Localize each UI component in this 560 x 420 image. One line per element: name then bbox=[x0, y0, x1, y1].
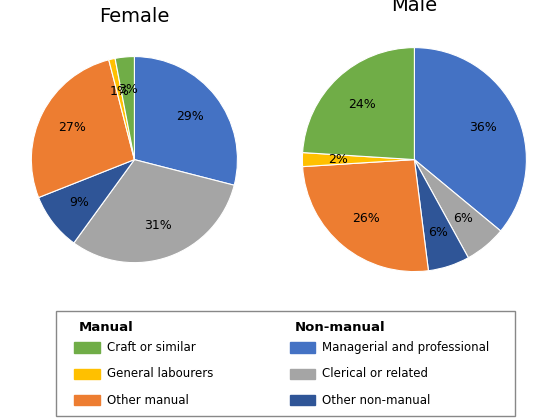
Text: Other manual: Other manual bbox=[106, 394, 188, 407]
Wedge shape bbox=[414, 47, 526, 231]
Bar bbox=[74, 395, 100, 405]
Wedge shape bbox=[302, 47, 414, 160]
Wedge shape bbox=[302, 152, 414, 167]
Text: Manual: Manual bbox=[79, 321, 134, 334]
Title: Male: Male bbox=[391, 0, 437, 15]
Wedge shape bbox=[109, 58, 134, 160]
Text: Non-manual: Non-manual bbox=[295, 321, 385, 334]
Text: 1%: 1% bbox=[109, 85, 129, 98]
Wedge shape bbox=[414, 160, 501, 258]
Title: Female: Female bbox=[99, 8, 170, 26]
Text: 36%: 36% bbox=[469, 121, 497, 134]
Text: 3%: 3% bbox=[118, 83, 138, 96]
Text: 6%: 6% bbox=[453, 212, 473, 225]
Text: General labourers: General labourers bbox=[106, 368, 213, 380]
Text: 29%: 29% bbox=[176, 110, 204, 123]
Wedge shape bbox=[74, 160, 234, 262]
Bar bbox=[74, 342, 100, 353]
Bar bbox=[290, 342, 315, 353]
Bar bbox=[74, 369, 100, 379]
Text: Managerial and professional: Managerial and professional bbox=[323, 341, 489, 354]
Wedge shape bbox=[414, 160, 468, 271]
Bar bbox=[290, 395, 315, 405]
Text: Other non-manual: Other non-manual bbox=[323, 394, 431, 407]
Text: 26%: 26% bbox=[352, 212, 380, 225]
Wedge shape bbox=[115, 57, 134, 160]
Wedge shape bbox=[134, 57, 237, 185]
Text: 31%: 31% bbox=[144, 219, 172, 232]
Text: 9%: 9% bbox=[69, 196, 89, 209]
Text: 27%: 27% bbox=[58, 121, 86, 134]
Bar bbox=[290, 369, 315, 379]
Text: Craft or similar: Craft or similar bbox=[106, 341, 195, 354]
Wedge shape bbox=[302, 160, 428, 272]
Wedge shape bbox=[31, 60, 134, 197]
Text: 2%: 2% bbox=[328, 153, 348, 166]
Text: 24%: 24% bbox=[348, 97, 376, 110]
Wedge shape bbox=[39, 160, 134, 243]
Text: Clerical or related: Clerical or related bbox=[323, 368, 428, 380]
Text: 6%: 6% bbox=[428, 226, 448, 239]
